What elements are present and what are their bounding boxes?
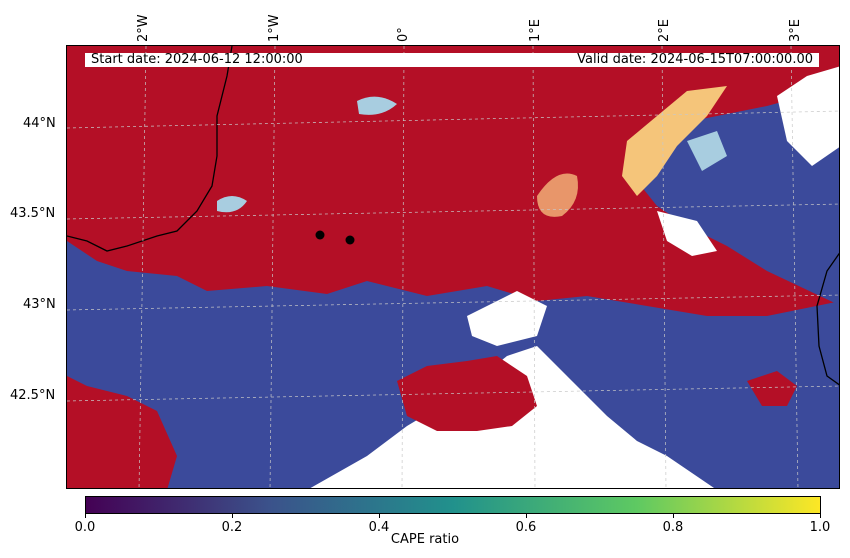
valid-date: Valid date: 2024-06-15T07:00:00.00 bbox=[577, 52, 813, 67]
map-canvas bbox=[67, 46, 839, 488]
lat-label-43-5: 43.5°N bbox=[10, 206, 56, 221]
station-marker-2 bbox=[345, 235, 355, 245]
border-east bbox=[816, 252, 839, 386]
lon-label-1e: 1°E bbox=[528, 19, 543, 42]
colorbar-label: CAPE ratio bbox=[390, 532, 460, 547]
high-ratio-se bbox=[747, 371, 797, 406]
colorbar bbox=[85, 496, 821, 514]
missing-east-top bbox=[777, 66, 839, 166]
cool-patch-n bbox=[357, 96, 397, 115]
coastline bbox=[67, 46, 233, 252]
cape-ratio-map bbox=[66, 45, 840, 489]
colorbar-tickmark bbox=[820, 514, 821, 518]
cool-patch-nw bbox=[217, 196, 247, 213]
lon-label-3e: 3°E bbox=[788, 19, 803, 42]
missing-east-mid bbox=[657, 211, 717, 256]
colorbar-tick-4: 0.8 bbox=[662, 520, 684, 535]
high-ratio-south-center bbox=[397, 356, 537, 431]
lon-label-2w: 2°W bbox=[136, 14, 151, 42]
colorbar-tickmark bbox=[85, 514, 86, 518]
colorbar-tickmark bbox=[673, 514, 674, 518]
lon-label-1w: 1°W bbox=[267, 14, 282, 42]
high-ratio-sw bbox=[67, 376, 177, 488]
lat-label-42-5: 42.5°N bbox=[10, 388, 56, 403]
colorbar-tick-5: 1.0 bbox=[809, 520, 831, 535]
colorbar-tickmark bbox=[379, 514, 380, 518]
warm-blob-center bbox=[537, 173, 578, 217]
colorbar-tickmark bbox=[232, 514, 233, 518]
lon-label-0: 0° bbox=[396, 27, 411, 42]
start-date: Start date: 2024-06-12 12:00:00 bbox=[91, 52, 303, 67]
lat-label-43: 43°N bbox=[23, 297, 56, 312]
date-header: Start date: 2024-06-12 12:00:00 Valid da… bbox=[85, 53, 819, 67]
lat-label-44: 44°N bbox=[23, 116, 56, 131]
colorbar-tick-3: 0.6 bbox=[515, 520, 537, 535]
colorbar-tickmark bbox=[526, 514, 527, 518]
colorbar-tick-1: 0.2 bbox=[221, 520, 243, 535]
colorbar-tick-0: 0.0 bbox=[74, 520, 96, 535]
colorbar-tick-2: 0.4 bbox=[368, 520, 390, 535]
station-marker-1 bbox=[315, 230, 325, 240]
lon-label-2e: 2°E bbox=[657, 19, 672, 42]
graticule bbox=[67, 46, 839, 488]
cool-patch-east bbox=[687, 131, 727, 171]
warm-band-east bbox=[622, 86, 727, 196]
missing-center bbox=[467, 291, 547, 346]
